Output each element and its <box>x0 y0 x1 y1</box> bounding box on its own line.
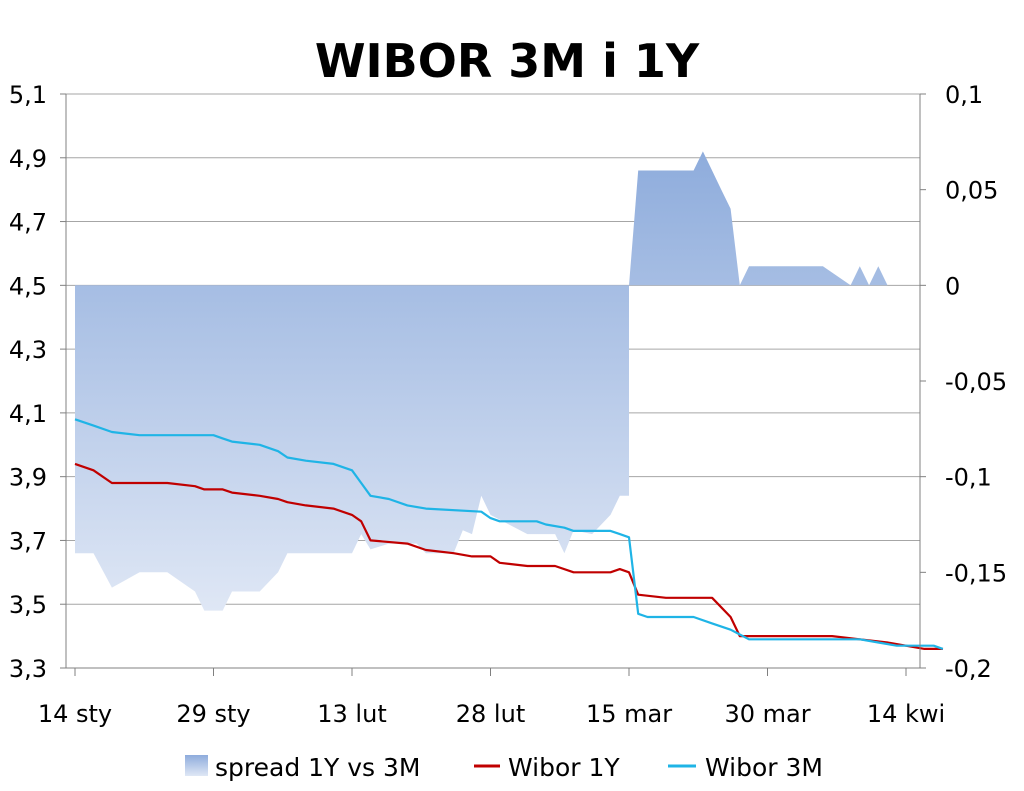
y-left-tick-label: 4,5 <box>9 272 47 300</box>
y-left-tick-label: 3,5 <box>9 591 47 619</box>
legend: spread 1Y vs 3M Wibor 1Y Wibor 3M <box>185 753 823 782</box>
axes: 5,1 4,9 4,7 4,5 4,3 4,1 3,9 3,7 3,5 3,3 0,1 0,05 0 -0… <box>9 81 1007 728</box>
y-left-tick-label: 4,3 <box>9 336 47 364</box>
y-left-tick-label: 3,7 <box>9 527 47 555</box>
y-left-tick-label: 4,9 <box>9 145 47 173</box>
x-tick-label: 14 kwi <box>867 700 945 728</box>
x-tick-label: 13 lut <box>317 700 386 728</box>
legend-swatch-spread <box>185 755 208 776</box>
lines-layer <box>74 418 944 651</box>
y-right-tick-label: -0,15 <box>945 559 1007 587</box>
y-right-tick-label: 0,1 <box>945 81 983 109</box>
y-right-tick-label: 0 <box>945 272 960 300</box>
y-left-tick-label: 3,3 <box>9 655 47 683</box>
y-right-tick-label: -0,2 <box>945 655 992 683</box>
spread-area <box>75 151 888 611</box>
x-tick-label: 14 sty <box>38 700 112 728</box>
y-right-tick-label: -0,05 <box>945 368 1007 396</box>
x-tick-label: 29 sty <box>176 700 250 728</box>
y-left-tick-label: 4,7 <box>9 209 47 237</box>
y-right-tick-label: 0,05 <box>945 177 998 205</box>
spread-area-layer <box>75 151 888 611</box>
chart-title: WIBOR 3M i 1Y <box>315 34 700 88</box>
y-left-tick-label: 4,1 <box>9 400 47 428</box>
x-tick-label: 30 mar <box>724 700 810 728</box>
y-left-tick-label: 3,9 <box>9 464 47 492</box>
wibor-3m-line <box>74 418 944 650</box>
x-tick-label: 15 mar <box>586 700 672 728</box>
y-left-tick-label: 5,1 <box>9 81 47 109</box>
legend-label-spread: spread 1Y vs 3M <box>215 753 421 782</box>
x-tick-label: 28 lut <box>456 700 525 728</box>
legend-label-wibor-1y: Wibor 1Y <box>508 753 620 782</box>
legend-label-wibor-3m: Wibor 3M <box>705 753 823 782</box>
wibor-1y-line <box>74 462 943 651</box>
y-right-tick-label: -0,1 <box>945 464 992 492</box>
